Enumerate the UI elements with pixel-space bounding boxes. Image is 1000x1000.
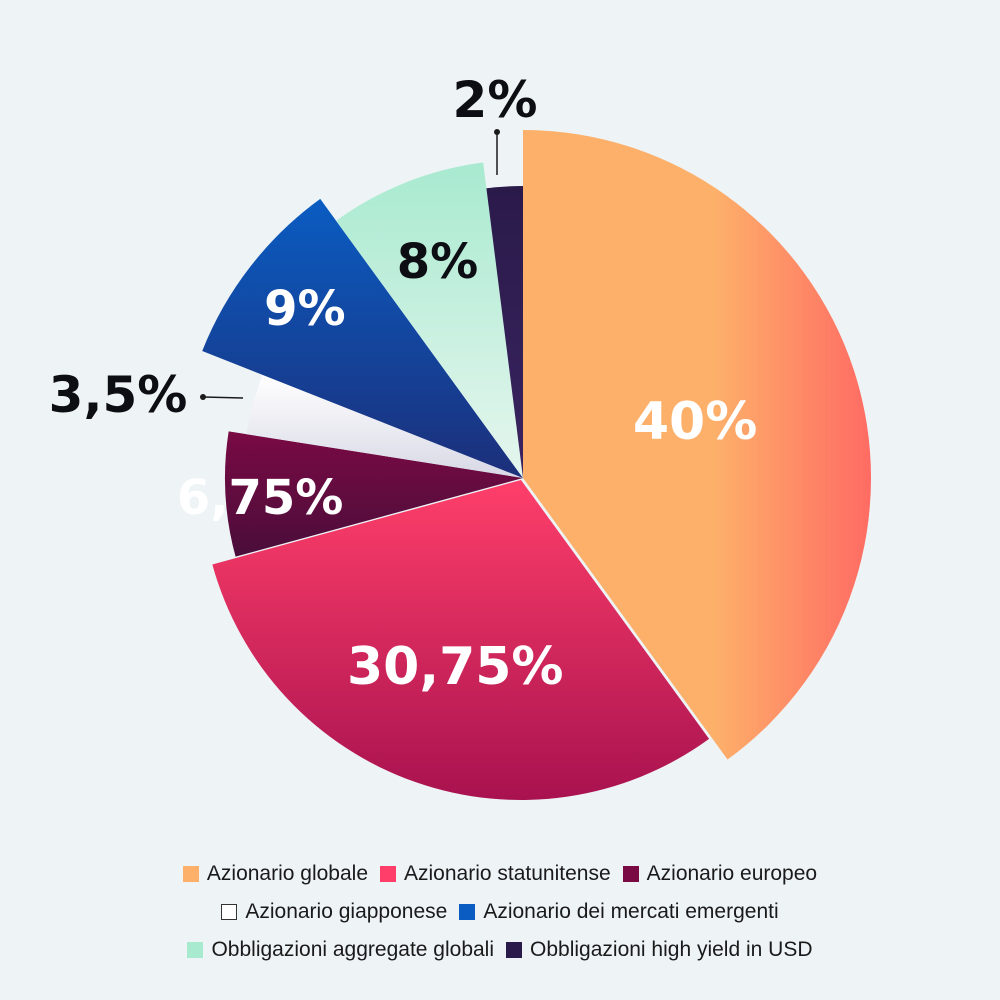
legend-swatch [221,904,238,920]
legend-label: Azionario giapponese [245,900,448,923]
slice-data-label: 40% [633,392,757,452]
slice-data-label: 2% [453,71,538,129]
pie-chart-svg: 40% 30,75% 6,75% 3,5% 9% 8% 2% [49,71,871,801]
slice-data-label: 9% [264,281,346,337]
pie-slice [246,374,523,478]
pie-slice [225,431,523,557]
legend-row: Obbligazioni aggregate globali Obbligazio… [0,931,1000,969]
leader-dot [494,129,500,135]
chart-legend: Azionario globale Azionario statunitense A… [0,855,1000,969]
legend-swatch [380,866,396,882]
slice-data-label: 6,75% [177,470,344,526]
slice-data-label: 8% [397,234,479,290]
pie-slice [212,480,710,801]
legend-label: Azionario europeo [646,862,818,885]
pie-slice [486,186,523,478]
legend-item: Obbligazioni aggregate globali [187,938,494,962]
leader-dot [200,394,206,400]
legend-row: Azionario globale Azionario statunitense A… [0,855,1000,893]
legend-item: Obbligazioni high yield in USD [506,938,813,962]
leader-line [202,396,244,399]
slice-data-label: 30,75% [347,637,564,697]
legend-label: Azionario globale [206,862,368,885]
legend-swatch [506,942,523,958]
slice-data-label: 3,5% [49,366,188,424]
legend-item: Azionario statunitense [380,862,611,886]
pie-slice [523,130,871,760]
pie-slice [202,198,523,478]
legend-item: Azionario europeo [622,862,818,886]
legend-item: Azionario dei mercati emergenti [459,900,779,924]
legend-item: Azionario globale [182,862,368,886]
legend-label: Azionario dei mercati emergenti [483,900,779,923]
legend-label: Azionario statunitense [404,862,611,885]
legend-item: Azionario giapponese [221,900,447,924]
legend-label: Obbligazioni aggregate globali [211,938,495,961]
legend-row: Azionario giapponese Azionario dei mercat… [0,893,1000,931]
legend-swatch [622,866,639,882]
legend-swatch [182,866,199,882]
legend-swatch [459,904,476,920]
legend-swatch [187,942,204,958]
pie-slice [336,162,523,479]
legend-label: Obbligazioni high yield in USD [530,938,813,961]
